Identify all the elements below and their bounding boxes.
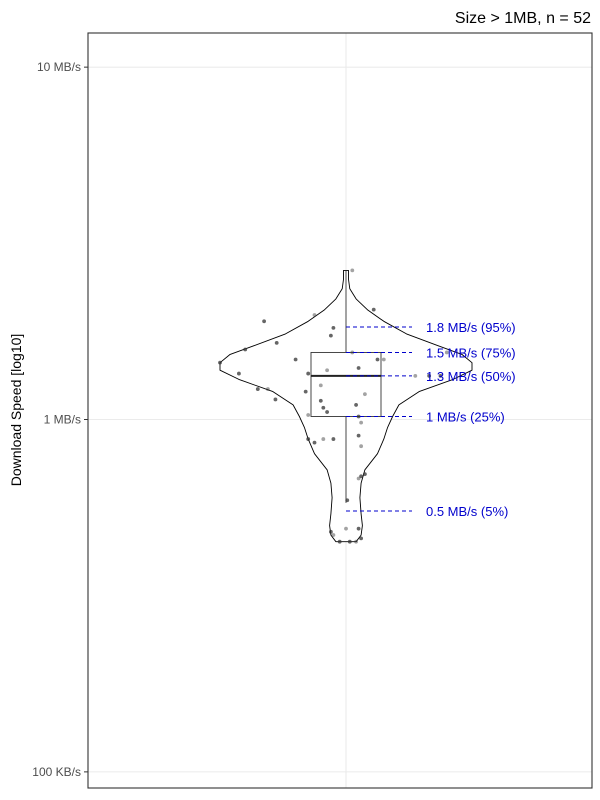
y-axis-label: Download Speed [log10]: [8, 334, 24, 487]
data-point: [427, 373, 432, 378]
chart-title: Size > 1MB, n = 52: [455, 10, 591, 27]
data-point: [255, 387, 260, 391]
plot-border: [87, 32, 593, 789]
data-point: [218, 360, 222, 365]
quantile-label: 1.5 MB/s (75%): [426, 345, 516, 360]
data-point: [356, 433, 361, 438]
data-point: [303, 389, 308, 394]
data-point: [331, 325, 336, 330]
quantile-label: 1.8 MB/s (95%): [426, 320, 516, 335]
data-point: [413, 373, 418, 378]
data-point: [274, 340, 279, 345]
data-point: [350, 350, 355, 355]
data-point: [328, 333, 333, 338]
data-point: [293, 357, 298, 362]
data-point: [321, 437, 326, 441]
quantile-label: 1.3 MB/s (50%): [426, 369, 516, 384]
data-point: [328, 529, 333, 534]
data-point: [318, 398, 323, 403]
data-point: [444, 350, 449, 355]
quantile-annotations: 1.8 MB/s (95%) 1.5 MB/s (75%) 1.3 MB/s (50…: [346, 320, 516, 519]
data-point: [306, 371, 311, 376]
data-point: [371, 307, 376, 312]
data-point: [344, 526, 348, 531]
data-point: [359, 474, 364, 479]
data-point: [375, 357, 380, 362]
data-point: [356, 526, 361, 531]
data-point: [312, 440, 317, 445]
data-point: [243, 347, 248, 352]
data-point: [331, 533, 336, 537]
data-point: [306, 437, 311, 441]
violin-shape: [219, 269, 473, 543]
data-point: [321, 405, 326, 410]
data-points-layer: [218, 268, 449, 544]
data-point: [325, 368, 329, 373]
y-tick-label: 10 MB/s: [37, 60, 81, 74]
data-point: [359, 444, 364, 449]
quantile-label: 1 MB/s (25%): [426, 409, 505, 424]
quantile-label: 0.5 MB/s (5%): [426, 504, 508, 519]
data-point: [265, 387, 270, 391]
data-point: [262, 319, 266, 324]
y-tick-label: 1 MB/s: [44, 413, 81, 427]
data-point: [347, 539, 352, 544]
data-point: [318, 383, 323, 388]
data-point: [354, 403, 358, 407]
data-point: [337, 539, 342, 544]
data-point: [356, 366, 361, 370]
data-point: [438, 373, 443, 378]
data-point: [325, 410, 329, 414]
y-axis: 100 KB/s 1 MB/s 10 MB/s: [32, 60, 88, 779]
data-point: [359, 536, 364, 541]
data-point: [356, 414, 361, 419]
data-point: [345, 498, 350, 503]
y-tick-label: 100 KB/s: [32, 765, 81, 779]
data-point: [354, 539, 358, 544]
data-point: [312, 313, 317, 317]
data-point: [331, 437, 336, 441]
data-point: [359, 420, 364, 425]
data-point: [306, 413, 311, 417]
data-point: [273, 397, 278, 402]
data-point: [381, 357, 386, 362]
violin-layer: [219, 269, 473, 543]
data-point: [350, 268, 355, 273]
data-point: [356, 476, 361, 481]
data-point: [363, 392, 367, 397]
data-point: [237, 371, 241, 376]
data-point: [363, 472, 367, 476]
